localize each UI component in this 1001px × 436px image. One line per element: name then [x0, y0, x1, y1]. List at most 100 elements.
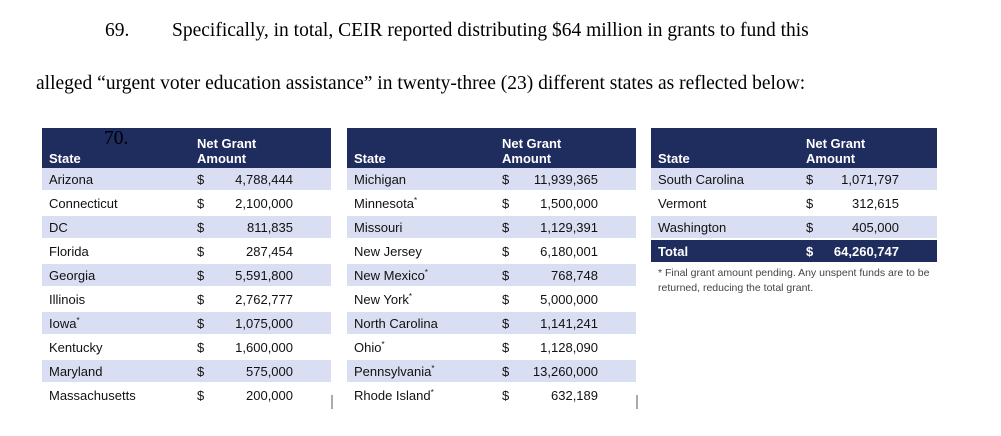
amount-cell: 1,500,000: [518, 191, 636, 216]
pending-asterisk: *: [424, 267, 428, 277]
state-cell: South Carolina: [651, 168, 806, 192]
amount-cell: 1,600,000: [213, 335, 331, 360]
table-row: Pennsylvania* $13,260,000: [347, 359, 636, 384]
state-name: New York: [354, 291, 409, 307]
dollar-sign: $: [197, 383, 213, 408]
amount-column-header: Net Grant Amount: [502, 128, 636, 168]
table-row: New Mexico* $768,748: [347, 263, 636, 288]
amount-cell: 632,189: [518, 383, 636, 408]
table-row: South Carolina $1,071,797: [651, 168, 937, 192]
state-name: Washington: [658, 219, 727, 235]
amount-cell: 2,762,777: [213, 287, 331, 312]
state-cell: Georgia: [42, 263, 197, 288]
table-row: Washington $405,000: [651, 215, 937, 240]
table-row: Rhode Island* $632,189: [347, 383, 636, 408]
dollar-sign: $: [197, 263, 213, 288]
state-column-header: State: [347, 128, 502, 168]
table-row: DC $811,835: [42, 215, 331, 240]
amount-cell: 6,180,001: [518, 239, 636, 264]
amount-cell: 2,100,000: [213, 191, 331, 216]
state-name: Georgia: [49, 267, 96, 283]
amount-cell: 11,939,365: [518, 168, 636, 192]
table-row: Florida $287,454: [42, 239, 331, 264]
dollar-sign: $: [197, 335, 213, 360]
table-row: Iowa* $1,075,000: [42, 311, 331, 336]
table-row: Massachusetts $200,000: [42, 383, 331, 408]
state-name: Iowa: [49, 315, 77, 331]
dollar-sign: $: [502, 287, 518, 312]
table-row: North Carolina $1,141,241: [347, 311, 636, 336]
pending-asterisk: *: [381, 339, 385, 349]
dollar-sign: $: [502, 359, 518, 384]
pending-asterisk: *: [431, 363, 435, 373]
amount-column-header: Net Grant Amount: [197, 128, 331, 168]
dollar-sign: $: [502, 215, 518, 240]
grant-table-1: State Net Grant Amount Arizona $4,788,444 C…: [42, 128, 331, 408]
dollar-sign: $: [502, 335, 518, 360]
amount-cell: 1,128,090: [518, 335, 636, 360]
dollar-sign: $: [502, 383, 518, 408]
state-name: DC: [49, 219, 68, 235]
state-name: Minnesota: [354, 195, 414, 211]
state-cell: New Mexico*: [347, 263, 502, 288]
pending-asterisk: *: [408, 291, 413, 301]
amount-cell: 5,000,000: [518, 287, 636, 312]
state-column-header: State: [651, 128, 806, 168]
table-row: Arizona $4,788,444: [42, 168, 331, 192]
state-name: Illinois: [49, 291, 86, 307]
dollar-sign: $: [197, 215, 213, 240]
state-name: Kentucky: [49, 339, 103, 355]
state-cell: Illinois: [42, 287, 197, 312]
state-cell: Iowa*: [42, 311, 197, 336]
table-row: Michigan $11,939,365: [347, 168, 636, 192]
total-row: Total $64,260,747: [651, 239, 937, 264]
amount-cell: 1,129,391: [518, 215, 636, 240]
state-cell: Minnesota*: [347, 191, 502, 216]
state-name: Rhode Island: [354, 387, 431, 403]
column-divider: [331, 395, 333, 409]
paragraph-number: 69.: [105, 20, 130, 41]
state-cell: Missouri: [347, 215, 502, 240]
state-name: Pennsylvania: [354, 363, 432, 379]
amount-cell: 4,788,444: [213, 168, 331, 192]
footnote: * Final grant amount pending. Any unspen…: [658, 267, 930, 294]
dollar-sign: $: [502, 191, 518, 216]
table-body: South Carolina $1,071,797 Vermont $312,615 W…: [651, 168, 937, 264]
table-row: New Jersey $6,180,001: [347, 239, 636, 264]
dollar-sign: $: [806, 191, 822, 216]
pending-asterisk: *: [413, 195, 418, 205]
state-cell: DC: [42, 215, 197, 240]
table-row: Kentucky $1,600,000: [42, 335, 331, 360]
next-paragraph-number: 70.: [104, 128, 129, 149]
amount-cell: 312,615: [822, 191, 937, 216]
state-cell: Maryland: [42, 359, 197, 384]
column-divider: [636, 395, 638, 409]
pending-asterisk: *: [76, 315, 80, 325]
state-cell: Kentucky: [42, 335, 197, 360]
state-name: Michigan: [354, 171, 407, 187]
table-row: Illinois $2,762,777: [42, 287, 331, 312]
table-row: Vermont $312,615: [651, 191, 937, 216]
state-column-header: State: [42, 128, 197, 168]
dollar-sign: $: [197, 311, 213, 336]
paragraph-text-line-1: Specifically, in total, CEIR reported di…: [172, 20, 809, 41]
amount-cell: 287,454: [213, 239, 331, 264]
table-body: Arizona $4,788,444 Connecticut $2,100,000 DC…: [42, 168, 331, 408]
amount-cell: 5,591,800: [213, 263, 331, 288]
amount-cell: 1,075,000: [213, 311, 331, 336]
state-cell: Ohio*: [347, 335, 502, 360]
grant-table-2: State Net Grant Amount Michigan $11,939,36…: [347, 128, 636, 408]
state-name: Florida: [49, 243, 89, 259]
state-cell: New Jersey: [347, 239, 502, 264]
amount-cell: 811,835: [213, 215, 331, 240]
table-header-row: State Net Grant Amount: [347, 128, 636, 168]
state-cell: Rhode Island*: [347, 383, 502, 408]
table-row: Maryland $575,000: [42, 359, 331, 384]
state-cell: North Carolina: [347, 311, 502, 336]
state-cell: Connecticut: [42, 191, 197, 216]
total-amount: 64,260,747: [822, 239, 937, 264]
pending-asterisk: *: [430, 387, 434, 397]
state-name: Arizona: [49, 171, 94, 187]
table-body: Michigan $11,939,365 Minnesota* $1,500,000 M…: [347, 168, 636, 408]
state-name: North Carolina: [354, 315, 438, 331]
